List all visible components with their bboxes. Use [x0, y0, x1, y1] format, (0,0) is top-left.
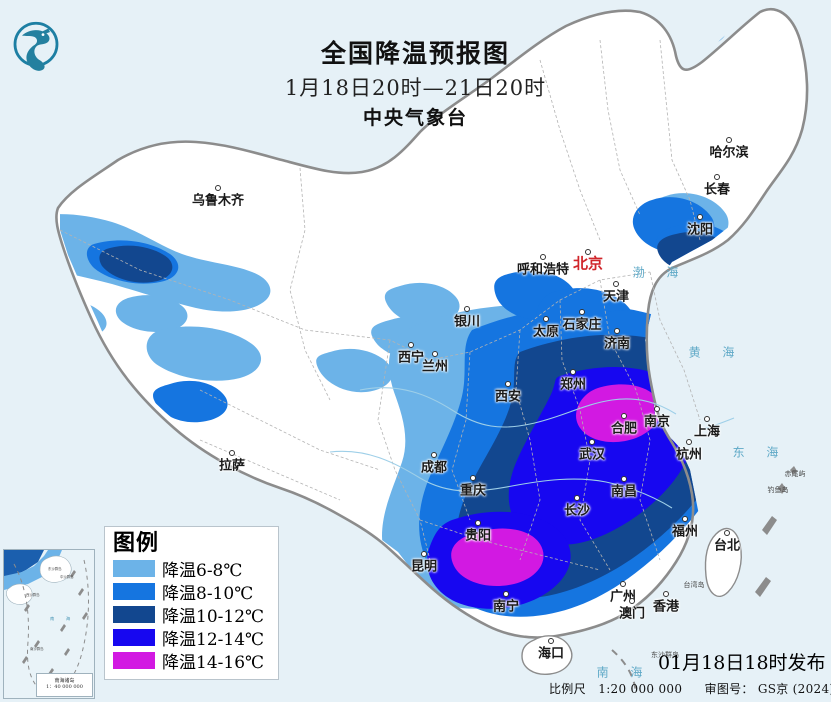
city-marker-dot — [215, 185, 221, 191]
city-marker-dot — [697, 214, 703, 220]
rivers — [329, 387, 735, 509]
city-marker-dot — [714, 174, 720, 180]
legend-label: 降温10-12℃ — [162, 607, 265, 628]
legend-swatch — [113, 606, 155, 624]
svg-text:海: 海 — [66, 615, 71, 622]
city-marker-dot — [613, 281, 619, 287]
city-marker-dot — [663, 591, 669, 597]
city-marker-dot — [475, 520, 481, 526]
island-marker — [755, 577, 771, 597]
city-marker-dot — [686, 439, 692, 445]
city-marker-dot — [503, 591, 509, 597]
island-marker — [762, 516, 777, 535]
city-marker-dot — [629, 598, 635, 604]
national-border — [55, 8, 809, 639]
legend-item: 降温8-10℃ — [113, 580, 271, 605]
svg-text:西沙群岛: 西沙群岛 — [26, 592, 40, 597]
band-14-16 — [451, 384, 661, 586]
review-value: GS京 (2024)0236号 — [757, 682, 831, 696]
city-marker-dot — [589, 439, 595, 445]
city-marker-dot — [574, 495, 580, 501]
city-marker-dot — [620, 581, 626, 587]
city-marker-dot — [614, 328, 620, 334]
city-marker-dot — [621, 476, 627, 482]
city-marker-dot — [570, 369, 576, 375]
city-marker-dot — [505, 381, 511, 387]
city-marker-dot — [585, 249, 591, 255]
city-marker-dot — [579, 309, 585, 315]
south-china-sea-inset: 南 海 东沙群岛 中沙群岛 西沙群岛 南沙群岛 南海诸岛 1：40 000 000 — [3, 549, 95, 699]
city-marker-dot — [421, 551, 427, 557]
city-marker-dot — [540, 254, 546, 260]
legend-rows: 降温6-8℃ 降温8-10℃ 降温10-12℃ 降温12-14℃ 降温14-16℃ — [113, 557, 271, 674]
footer-meta: 比例尺 1:20 000 000 审图号： GS京 (2024)0236号 — [549, 680, 831, 697]
release-time: 01月18日18时发布 — [658, 652, 826, 674]
city-marker-dot — [408, 342, 414, 348]
legend-item: 降温6-8℃ — [113, 557, 271, 582]
city-marker-dot — [621, 413, 627, 419]
legend-title: 图例 — [113, 530, 160, 556]
legend-swatch — [113, 560, 155, 578]
inset-scale-value: 1：40 000 000 — [46, 684, 83, 690]
taiwan-island — [704, 527, 742, 597]
city-marker-dot — [464, 306, 470, 312]
legend-item: 降温12-14℃ — [113, 626, 271, 651]
scale-label: 比例尺 — [549, 682, 586, 696]
province-boundaries — [59, 39, 701, 571]
inset-scale-box: 南海诸岛 1：40 000 000 — [36, 673, 93, 697]
inset-name-label: 南海诸岛 — [54, 678, 75, 685]
legend-swatch — [113, 652, 155, 670]
review-label: 审图号： — [704, 682, 754, 696]
legend-label: 降温14-16℃ — [162, 653, 265, 674]
city-marker-dot — [431, 452, 437, 458]
legend-panel: 图例 降温6-8℃ 降温8-10℃ 降温10-12℃ 降温12-14℃ 降温14-16℃ — [104, 526, 279, 681]
chiwei-island — [790, 466, 797, 475]
city-marker-dot — [548, 638, 554, 644]
scale-value: 1:20 000 000 — [598, 682, 683, 696]
city-marker-dot — [726, 137, 732, 143]
legend-item: 降温14-16℃ — [113, 649, 271, 674]
cma-dragon-logo — [13, 21, 59, 71]
legend-item: 降温10-12℃ — [113, 603, 271, 628]
offshore-islands — [521, 466, 797, 675]
svg-text:东沙群岛: 东沙群岛 — [48, 566, 62, 571]
legend-swatch — [113, 583, 155, 601]
city-marker-dot — [543, 316, 549, 322]
legend-label: 降温12-14℃ — [162, 630, 265, 651]
south-sea-line — [611, 649, 637, 693]
legend-label: 降温6-8℃ — [162, 561, 243, 582]
city-marker-dot — [654, 406, 660, 412]
city-marker-dot — [704, 416, 710, 422]
svg-text:南沙群岛: 南沙群岛 — [30, 646, 44, 651]
hainan-island — [521, 635, 573, 675]
city-marker-dot — [229, 450, 235, 456]
diaoyu-island — [778, 483, 786, 494]
legend-label: 降温8-10℃ — [162, 584, 254, 605]
legend-swatch — [113, 629, 155, 647]
svg-text:中沙群岛: 中沙群岛 — [60, 574, 74, 579]
city-marker-dot — [724, 530, 730, 536]
city-marker-dot — [432, 351, 438, 357]
svg-text:南: 南 — [50, 615, 54, 621]
city-marker-dot — [470, 475, 476, 481]
city-marker-dot — [682, 516, 688, 522]
